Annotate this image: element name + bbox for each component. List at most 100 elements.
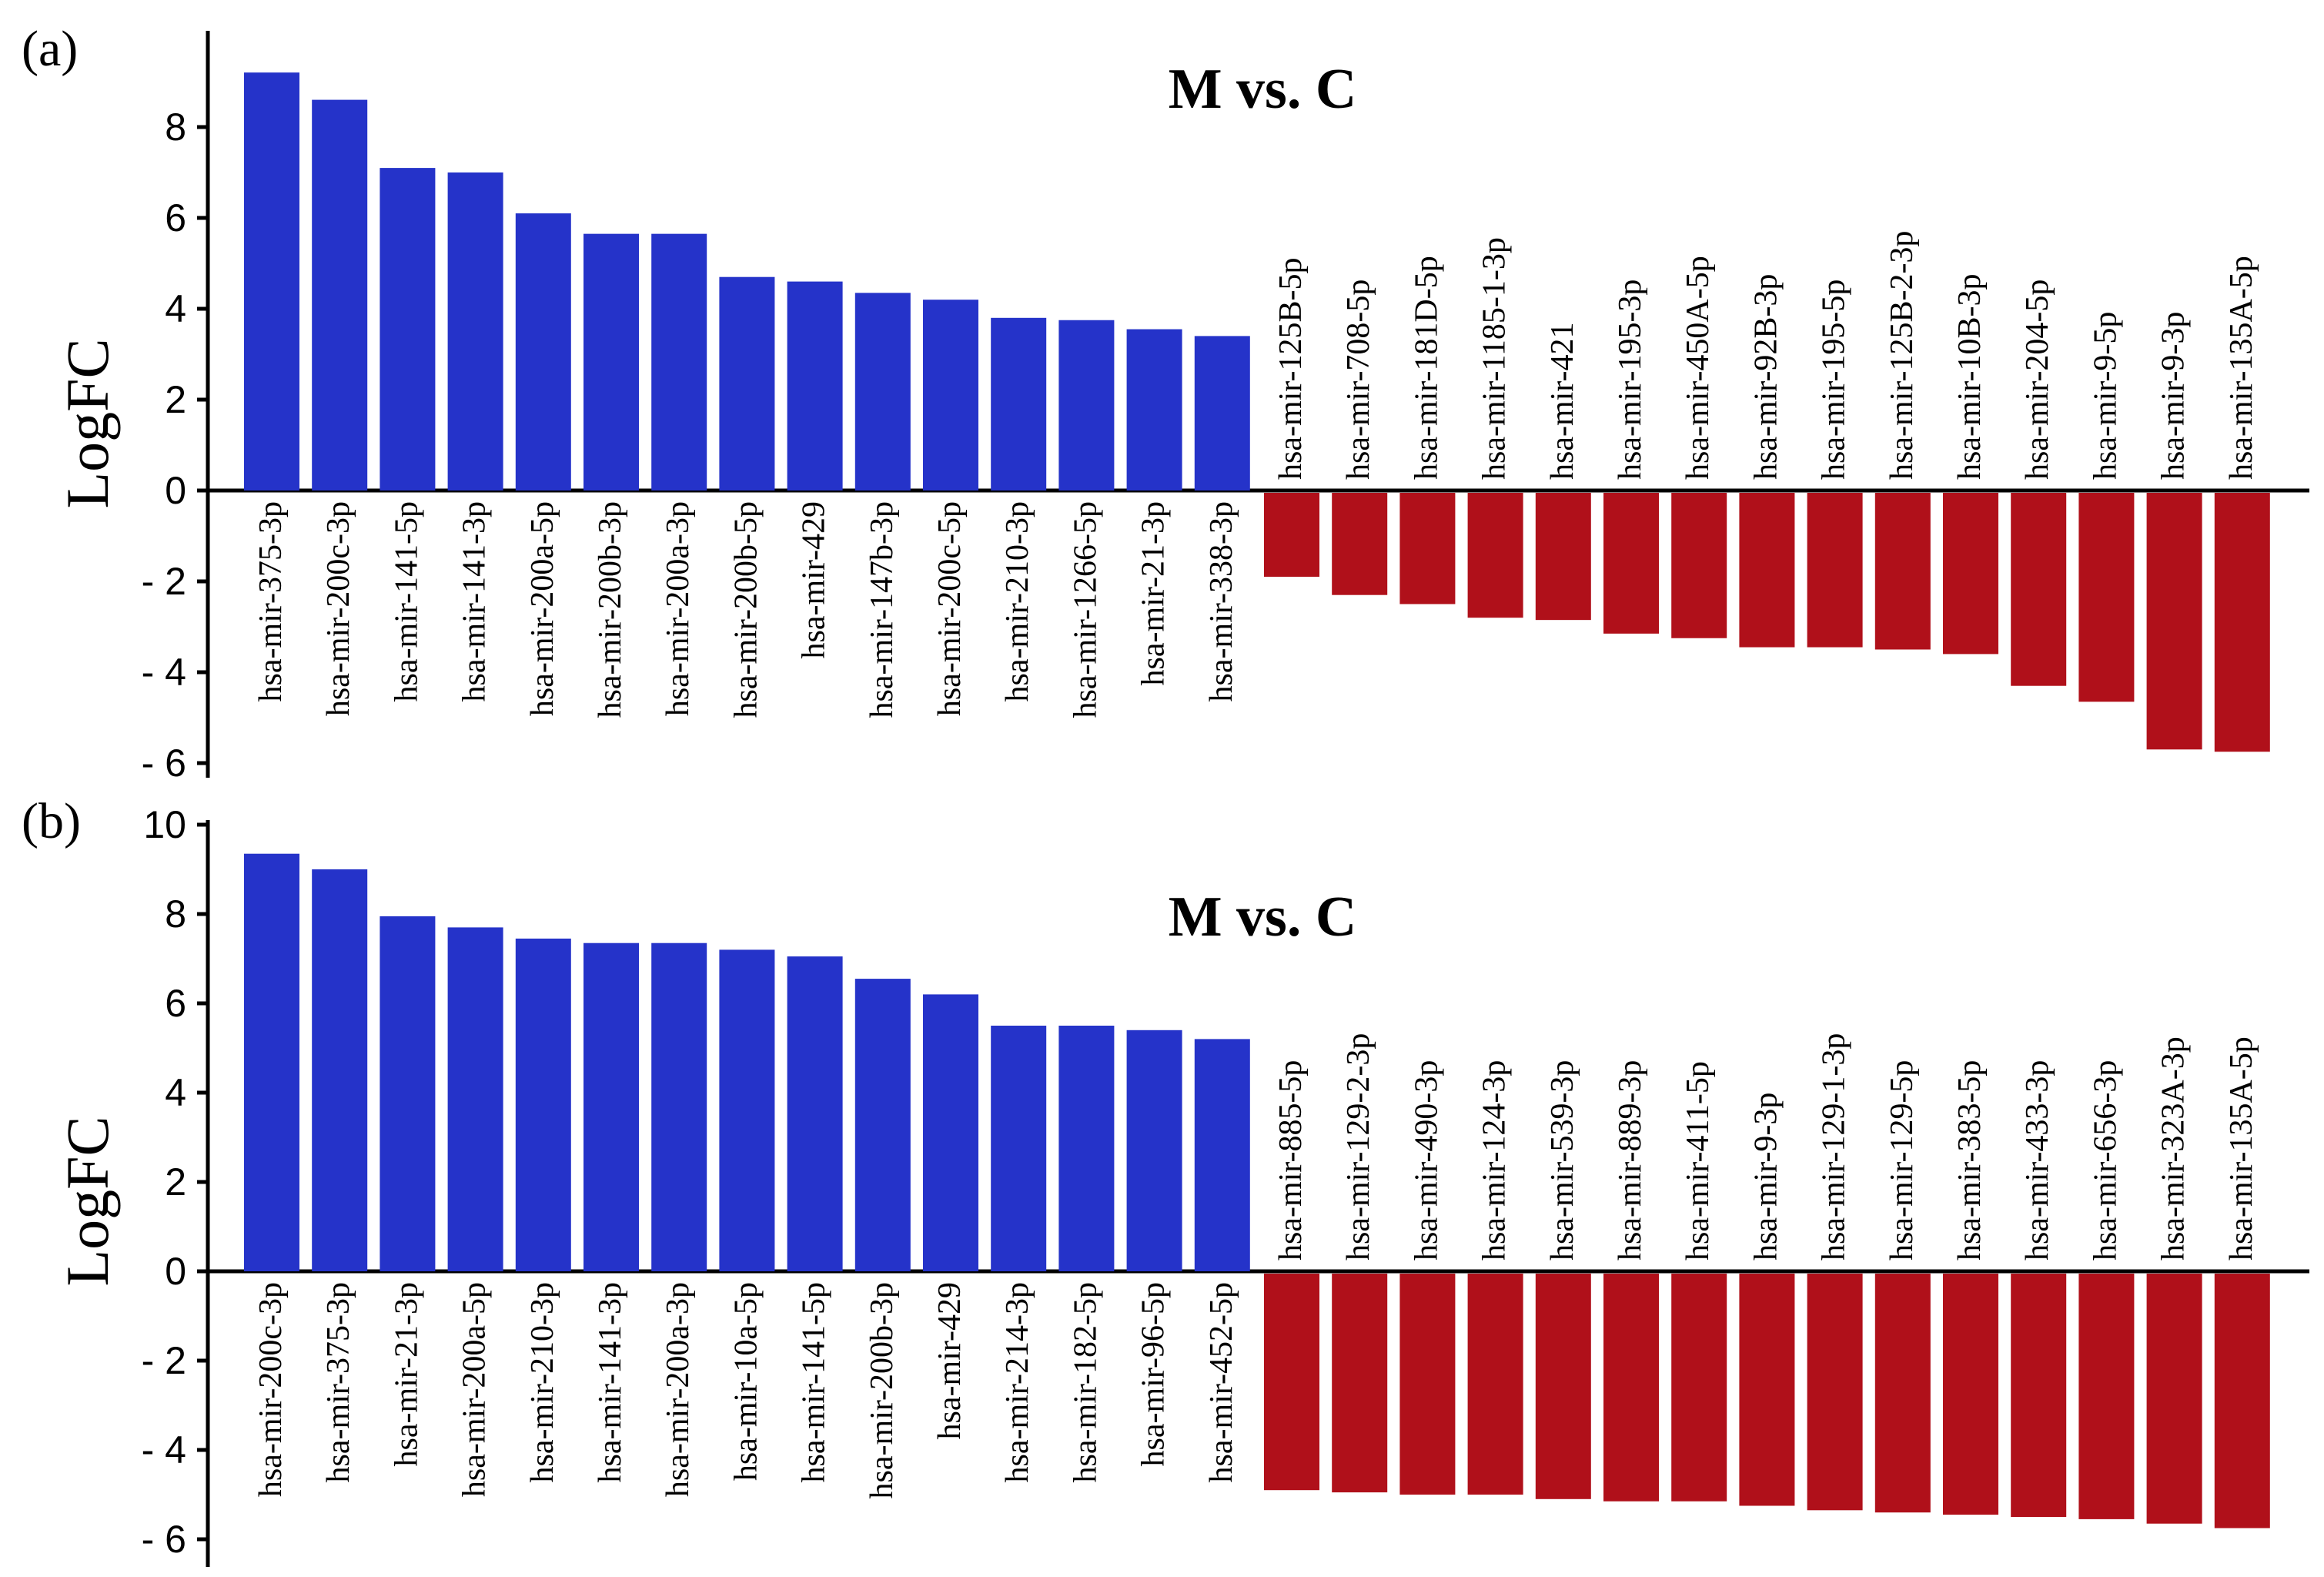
- category-label-down: hsa-mir-135A-5p: [2224, 256, 2259, 480]
- bar-down: [2011, 493, 2067, 686]
- category-label-up: hsa-mir-200a-5p: [525, 501, 560, 716]
- bar-down: [1874, 1274, 1931, 1513]
- bar-down: [1264, 493, 1319, 578]
- bar-up: [380, 168, 436, 491]
- bar-up: [447, 927, 503, 1271]
- category-label-down: hsa-mir-9-3p: [1748, 1093, 1784, 1261]
- category-label-up: hsa-mir-147b-3p: [864, 501, 900, 718]
- category-label-up: hsa-mir-375-3p: [321, 1282, 356, 1482]
- category-label-up: hsa-mir-375-3p: [253, 501, 289, 701]
- category-label-down: hsa-mir-135A-5p: [2224, 1036, 2259, 1261]
- bar-down: [1739, 493, 1795, 648]
- bar-down: [1807, 1274, 1863, 1511]
- bar-down: [1671, 1274, 1727, 1502]
- category-label-down: hsa-mir-421: [1545, 323, 1580, 480]
- bar-down: [1399, 1274, 1456, 1495]
- bar-down: [1874, 493, 1931, 650]
- category-label-down: hsa-mir-204-5p: [2020, 280, 2055, 480]
- chart-title: M vs. C: [1169, 58, 1357, 121]
- category-label-down: hsa-mir-129-2-3p: [1341, 1033, 1376, 1261]
- y-tick-label: - 2: [142, 1339, 186, 1382]
- category-label-up: hsa-mir-452-5p: [1204, 1282, 1239, 1482]
- category-label-up: hsa-mir-200a-3p: [660, 1282, 696, 1497]
- bar-up: [515, 213, 571, 491]
- category-label-up: hsa-mir-10a-5p: [728, 1282, 764, 1481]
- bar-up: [447, 172, 503, 491]
- category-label-down: hsa-mir-539-3p: [1545, 1060, 1580, 1261]
- bar-down: [1671, 493, 1727, 638]
- y-tick-label: 10: [143, 803, 186, 846]
- chart-title: M vs. C: [1169, 886, 1357, 949]
- y-tick-label: 4: [165, 287, 186, 330]
- y-tick-label: 4: [165, 1071, 186, 1114]
- bar-up: [1058, 320, 1115, 491]
- chart-panel-0: (a) M vs. C LogFC 8 6 4 2 0 - 2 - 4 - 6 hsa-mir-375…: [22, 21, 2309, 785]
- bar-up: [244, 853, 299, 1271]
- category-label-down: hsa-mir-9-5p: [2088, 312, 2123, 480]
- category-label-down: hsa-mir-323A-3p: [2156, 1036, 2192, 1261]
- bar-down: [1399, 493, 1456, 604]
- category-label-down: hsa-mir-1185-1-3p: [1477, 237, 1513, 480]
- bar-up: [584, 233, 639, 491]
- bar-up: [584, 943, 639, 1271]
- bar-down: [1332, 1274, 1388, 1493]
- bar-up: [1126, 329, 1182, 491]
- category-label-up: hsa-mir-200b-5p: [728, 501, 764, 718]
- category-label-up: hsa-mir-338-3p: [1204, 501, 1239, 701]
- category-label-up: hsa-mir-210-3p: [1000, 501, 1035, 701]
- category-label-up: hsa-mir-182-5p: [1068, 1282, 1103, 1482]
- category-label-down: hsa-mir-125B-5p: [1273, 258, 1309, 480]
- y-tick-label: 6: [165, 196, 186, 239]
- category-label-up: hsa-mir-214-3p: [1000, 1282, 1035, 1482]
- bar-down: [1467, 493, 1523, 618]
- panel-label: (a): [22, 21, 78, 77]
- bar-up: [923, 994, 978, 1271]
- category-label-down: hsa-mir-10B-3p: [1952, 274, 1988, 480]
- bar-up: [651, 233, 707, 491]
- y-tick-label: - 4: [142, 1428, 186, 1472]
- y-tick-label: 8: [165, 892, 186, 936]
- category-label-up: hsa-mir-200b-3p: [864, 1282, 900, 1498]
- bar-up: [312, 869, 368, 1271]
- bar-down: [1739, 1274, 1795, 1506]
- bar-down: [2011, 1274, 2067, 1517]
- category-label-down: hsa-mir-9-3p: [2156, 312, 2192, 480]
- category-label-down: hsa-mir-490-3p: [1409, 1060, 1444, 1261]
- y-tick-label: 2: [165, 378, 186, 421]
- bar-down: [2078, 493, 2135, 702]
- bar-down: [2078, 1274, 2135, 1519]
- category-label-up: hsa-mir-141-3p: [457, 501, 493, 701]
- bar-down: [1943, 493, 1998, 655]
- category-label-down: hsa-mir-656-3p: [2088, 1060, 2123, 1261]
- bar-up: [854, 293, 911, 491]
- category-label-up: hsa-mir-210-3p: [525, 1282, 560, 1482]
- category-label-up: hsa-mir-141-3p: [593, 1282, 628, 1482]
- y-tick-label: 2: [165, 1160, 186, 1204]
- bar-down: [2214, 1274, 2270, 1528]
- category-label-down: hsa-mir-195-3p: [1613, 280, 1648, 480]
- bar-up: [923, 300, 978, 491]
- bar-up: [1194, 336, 1250, 491]
- category-label-down: hsa-mir-129-1-3p: [1817, 1033, 1852, 1261]
- bar-up: [515, 938, 571, 1271]
- category-label-down: hsa-mir-383-5p: [1952, 1060, 1988, 1261]
- category-label-up: hsa-mir-1266-5p: [1068, 501, 1103, 718]
- y-tick-label: 0: [165, 1250, 186, 1293]
- category-label-up: hsa-mir-200a-5p: [457, 1282, 493, 1497]
- bar-up: [787, 956, 843, 1271]
- bar-down: [2146, 493, 2202, 750]
- category-label-up: hsa-mir-21-3p: [389, 1282, 424, 1466]
- bar-up: [244, 72, 299, 491]
- category-label-down: hsa-mir-129-5p: [1884, 1060, 1920, 1261]
- y-tick-label: - 2: [142, 560, 186, 603]
- y-tick-label: 6: [165, 982, 186, 1025]
- y-tick-label: - 6: [142, 1518, 186, 1561]
- category-label-up: hsa-mir-200c-3p: [321, 501, 356, 716]
- category-label-up: hsa-mir-200c-5p: [932, 501, 968, 716]
- category-label-down: hsa-mir-125B-2-3p: [1884, 231, 1920, 480]
- category-label-down: hsa-mir-195-5p: [1817, 280, 1852, 480]
- category-label-down: hsa-mir-181D-5p: [1409, 256, 1444, 480]
- bar-down: [2214, 493, 2270, 752]
- category-label-down: hsa-mir-92B-3p: [1748, 274, 1784, 480]
